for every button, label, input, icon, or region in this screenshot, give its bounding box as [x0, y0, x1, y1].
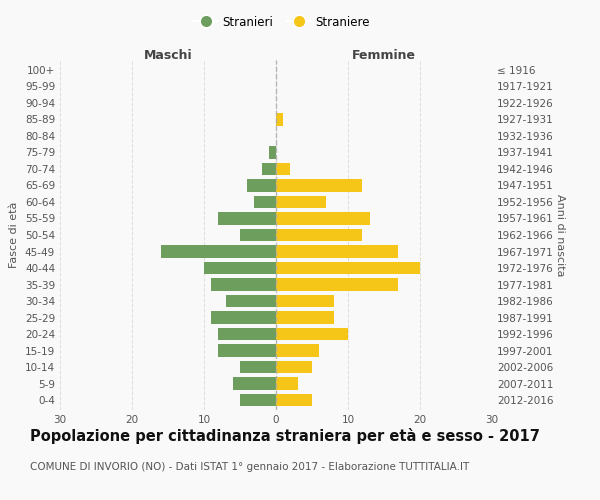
Bar: [276, 394, 312, 406]
Bar: [211, 278, 276, 290]
Bar: [247, 180, 276, 192]
Bar: [276, 328, 348, 340]
Text: COMUNE DI INVORIO (NO) - Dati ISTAT 1° gennaio 2017 - Elaborazione TUTTITALIA.IT: COMUNE DI INVORIO (NO) - Dati ISTAT 1° g…: [30, 462, 469, 472]
Bar: [276, 378, 298, 390]
Bar: [276, 295, 334, 307]
Bar: [218, 212, 276, 224]
Bar: [276, 262, 420, 274]
Bar: [211, 312, 276, 324]
Bar: [269, 146, 276, 158]
Bar: [226, 295, 276, 307]
Bar: [218, 344, 276, 357]
Bar: [276, 113, 283, 126]
Bar: [276, 312, 334, 324]
Legend: Stranieri, Straniere: Stranieri, Straniere: [189, 11, 375, 34]
Bar: [276, 246, 398, 258]
Bar: [276, 163, 290, 175]
Bar: [276, 196, 326, 208]
Bar: [240, 361, 276, 374]
Y-axis label: Anni di nascita: Anni di nascita: [555, 194, 565, 276]
Text: Femmine: Femmine: [352, 50, 416, 62]
Y-axis label: Fasce di età: Fasce di età: [10, 202, 19, 268]
Bar: [276, 212, 370, 224]
Bar: [161, 246, 276, 258]
Text: Maschi: Maschi: [143, 50, 193, 62]
Bar: [240, 229, 276, 241]
Bar: [204, 262, 276, 274]
Bar: [233, 378, 276, 390]
Bar: [218, 328, 276, 340]
Bar: [262, 163, 276, 175]
Bar: [254, 196, 276, 208]
Bar: [240, 394, 276, 406]
Bar: [276, 180, 362, 192]
Bar: [276, 361, 312, 374]
Bar: [276, 229, 362, 241]
Bar: [276, 278, 398, 290]
Text: Popolazione per cittadinanza straniera per età e sesso - 2017: Popolazione per cittadinanza straniera p…: [30, 428, 540, 444]
Bar: [276, 344, 319, 357]
